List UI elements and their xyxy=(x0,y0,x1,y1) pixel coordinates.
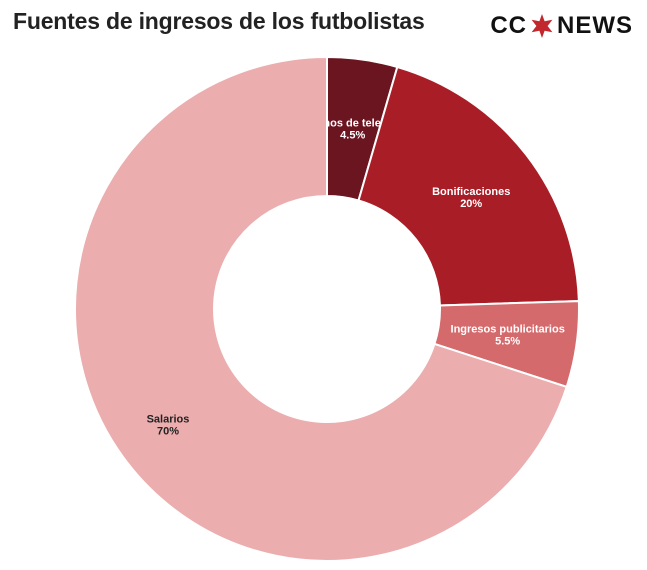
brand-logo: CC NEWS xyxy=(490,10,633,42)
logo-text-cc: CC xyxy=(490,12,527,39)
logo-text-news: NEWS xyxy=(557,12,633,39)
slice-label: Bonificaciones xyxy=(432,186,510,198)
slice-label: Ingresos publicitarios xyxy=(451,324,565,336)
donut-slice xyxy=(357,65,580,307)
donut-slice xyxy=(74,55,568,562)
slice-value-label: 70% xyxy=(157,426,179,438)
chart-title: Fuentes de ingresos de los futbolistas xyxy=(13,8,425,34)
slice-label: Salarios xyxy=(147,414,190,426)
slice-value-label: 20% xyxy=(460,198,482,210)
header: Fuentes de ingresos de los futbolistas C… xyxy=(0,0,647,55)
slice-value-label: 5.5% xyxy=(495,336,520,348)
slice-value-label: 4.5% xyxy=(340,129,365,141)
star-icon xyxy=(531,14,553,38)
